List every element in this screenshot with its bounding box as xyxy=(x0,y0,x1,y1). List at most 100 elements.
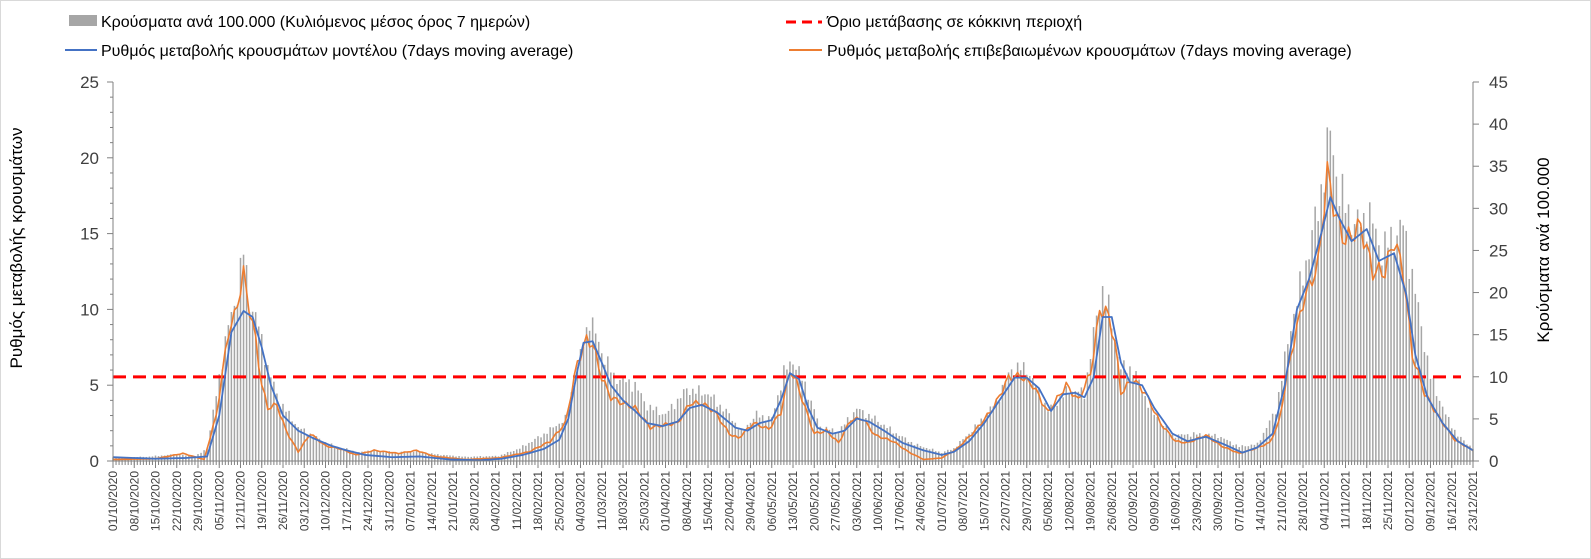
x-tick-label: 12/11/2020 xyxy=(234,471,248,530)
x-tick-label: 28/01/2021 xyxy=(467,471,481,531)
bar-mark xyxy=(786,369,788,461)
bar-mark xyxy=(913,445,916,461)
y-left-tick-label: 10 xyxy=(80,300,99,319)
bar-mark xyxy=(352,450,354,461)
bar-mark xyxy=(1208,433,1210,461)
bar-mark xyxy=(1353,224,1356,461)
bar-mark xyxy=(1089,359,1092,461)
y-right-tick-label: 35 xyxy=(1489,157,1508,176)
bar-mark xyxy=(1405,230,1407,461)
bar-mark xyxy=(752,418,755,461)
bar-mark xyxy=(1238,447,1241,461)
bar-mark xyxy=(746,424,749,461)
x-tick-label: 22/04/2021 xyxy=(722,471,736,531)
x-tick-label: 04/03/2021 xyxy=(574,471,588,531)
bar-mark xyxy=(1162,426,1165,461)
x-tick-label: 21/01/2021 xyxy=(446,471,460,531)
bar-mark xyxy=(664,413,667,461)
bar-mark xyxy=(342,448,345,461)
bar-mark xyxy=(1359,226,1362,461)
bar-mark xyxy=(1016,362,1019,461)
bar-mark xyxy=(1256,442,1259,461)
x-tick-label: 31/12/2020 xyxy=(382,471,396,531)
bar-mark xyxy=(549,427,551,461)
x-tick-label: 08/10/2020 xyxy=(127,471,141,531)
bar-mark xyxy=(1001,384,1004,461)
y-left-tick-label: 15 xyxy=(80,225,99,244)
bar-mark xyxy=(892,433,894,461)
x-tick-label: 02/12/2021 xyxy=(1402,471,1416,531)
x-tick-label: 08/07/2021 xyxy=(956,471,970,531)
bar-mark xyxy=(239,257,242,461)
bar-mark xyxy=(1132,375,1134,461)
x-tick-label: 30/09/2021 xyxy=(1211,471,1225,531)
bar-mark xyxy=(819,426,822,461)
x-tick-label: 17/06/2021 xyxy=(892,471,906,531)
bar-mark xyxy=(965,436,967,461)
bar-mark xyxy=(1029,375,1031,461)
bar-mark xyxy=(755,410,758,461)
bar-mark xyxy=(1311,230,1313,461)
bar-mark xyxy=(770,417,773,461)
x-tick-label: 07/10/2021 xyxy=(1232,471,1246,531)
x-tick-label: 11/03/2021 xyxy=(595,471,609,530)
x-tick-label: 29/04/2021 xyxy=(744,471,758,531)
bar-mark xyxy=(862,410,864,461)
bar-mark xyxy=(959,441,961,461)
bar-mark xyxy=(1408,278,1411,461)
bar-mark xyxy=(1232,445,1234,461)
bar-mark xyxy=(855,408,858,461)
bar-mark xyxy=(928,449,931,461)
bar-mark xyxy=(986,412,989,461)
bar-mark xyxy=(1065,386,1067,461)
bar-mark xyxy=(600,353,603,461)
bar-mark xyxy=(330,443,333,461)
bar-mark xyxy=(194,457,196,461)
x-tick-label: 04/02/2021 xyxy=(489,471,503,531)
bar-mark xyxy=(840,426,843,461)
bar-mark xyxy=(579,349,582,461)
bar-mark xyxy=(877,421,879,461)
bar-mark xyxy=(777,395,779,461)
bar-mark xyxy=(998,401,1001,461)
bar-mark xyxy=(774,408,776,461)
bar-mark xyxy=(646,410,649,461)
bar-mark xyxy=(1144,396,1146,461)
bar-mark xyxy=(1156,416,1159,461)
y-left-tick-label: 5 xyxy=(90,376,99,395)
bar-mark xyxy=(1293,313,1295,461)
bar-mark xyxy=(1053,404,1055,461)
bar-mark xyxy=(1086,372,1089,461)
bar-mark xyxy=(1247,446,1250,461)
bar-mark xyxy=(886,428,888,461)
bar-mark xyxy=(597,341,600,461)
bar-mark xyxy=(685,388,688,461)
bar-mark xyxy=(792,364,794,461)
bar-mark xyxy=(1268,420,1271,461)
bar-mark xyxy=(643,401,646,461)
bar-mark xyxy=(345,448,348,461)
bar-mark xyxy=(953,448,955,461)
line-model xyxy=(112,196,1474,462)
bar-mark xyxy=(264,364,266,461)
bar-mark xyxy=(585,327,588,461)
bar-mark xyxy=(1387,247,1389,461)
bar-mark xyxy=(871,418,873,461)
bar-mark xyxy=(1095,315,1098,461)
bar-mark xyxy=(1135,371,1137,461)
bar-mark xyxy=(707,394,709,461)
bar-mark xyxy=(737,429,740,461)
legend-item-confirmed-line: Ρυθμός μεταβολής επιβεβαιωμένων κρουσμάτ… xyxy=(789,43,1352,60)
bar-mark xyxy=(989,406,992,461)
bar-mark xyxy=(1229,441,1231,461)
bar-mark xyxy=(1041,404,1043,461)
bar-mark xyxy=(1250,444,1253,461)
bar-mark xyxy=(758,417,761,461)
bar-mark xyxy=(740,428,743,461)
bar-mark xyxy=(1186,434,1189,461)
x-tick-label: 14/10/2021 xyxy=(1254,471,1268,531)
bar-mark xyxy=(947,449,949,461)
bar-mark xyxy=(1463,440,1465,461)
bar-mark xyxy=(567,408,570,461)
